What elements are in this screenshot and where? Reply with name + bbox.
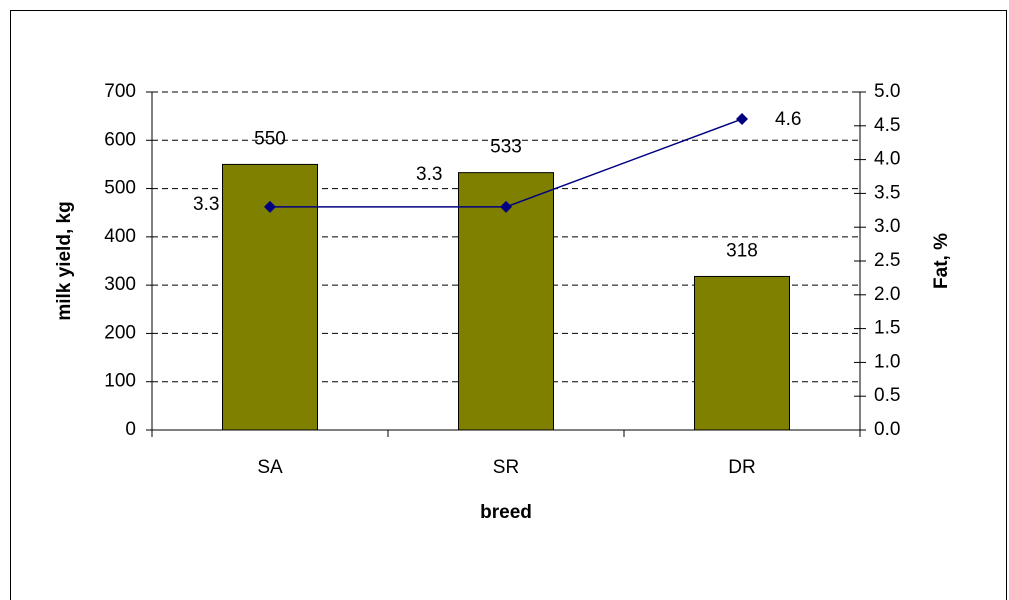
y-tick-label: 400 bbox=[104, 226, 136, 247]
y2-tick-label: 0.0 bbox=[874, 419, 900, 440]
y2-tick-label: 3.5 bbox=[874, 182, 900, 203]
y2-tick-label: 1.0 bbox=[874, 351, 900, 372]
y2-axis-label: Fat, % bbox=[931, 233, 952, 289]
y2-tick-label: 3.0 bbox=[874, 216, 900, 237]
y2-tick-label: 5.0 bbox=[874, 81, 900, 102]
y-tick-label: 300 bbox=[104, 274, 136, 295]
fat-value-label: 3.3 bbox=[416, 164, 442, 185]
y2-tick-label: 2.5 bbox=[874, 250, 900, 271]
fat-value-label: 4.6 bbox=[775, 109, 801, 130]
y2-tick-label: 0.5 bbox=[874, 385, 900, 406]
fat-value-label: 3.3 bbox=[193, 194, 219, 215]
fat-marker bbox=[264, 200, 276, 213]
y2-tick-label: 2.0 bbox=[874, 284, 900, 305]
y-axis-label: milk yield, kg bbox=[54, 201, 75, 320]
y-tick-label: 200 bbox=[104, 322, 136, 343]
bar bbox=[694, 275, 790, 431]
y-tick-label: 0 bbox=[125, 419, 136, 440]
y2-tick-label: 4.5 bbox=[874, 115, 900, 136]
x-tick-label: DR bbox=[728, 457, 755, 478]
bar-value-label: 550 bbox=[254, 128, 286, 149]
y2-tick-label: 4.0 bbox=[874, 149, 900, 170]
y2-tick-label: 1.5 bbox=[874, 318, 900, 339]
y-tick-label: 700 bbox=[104, 81, 136, 102]
y-tick-label: 500 bbox=[104, 178, 136, 199]
bar-value-label: 533 bbox=[490, 137, 522, 158]
fat-marker bbox=[500, 200, 512, 213]
x-axis-label: breed bbox=[480, 502, 532, 523]
y-tick-label: 600 bbox=[104, 129, 136, 150]
x-tick-label: SR bbox=[493, 457, 519, 478]
fat-marker bbox=[736, 113, 748, 126]
y-tick-label: 100 bbox=[104, 371, 136, 392]
bar-value-label: 318 bbox=[726, 240, 758, 261]
x-tick-label: SA bbox=[257, 457, 283, 478]
